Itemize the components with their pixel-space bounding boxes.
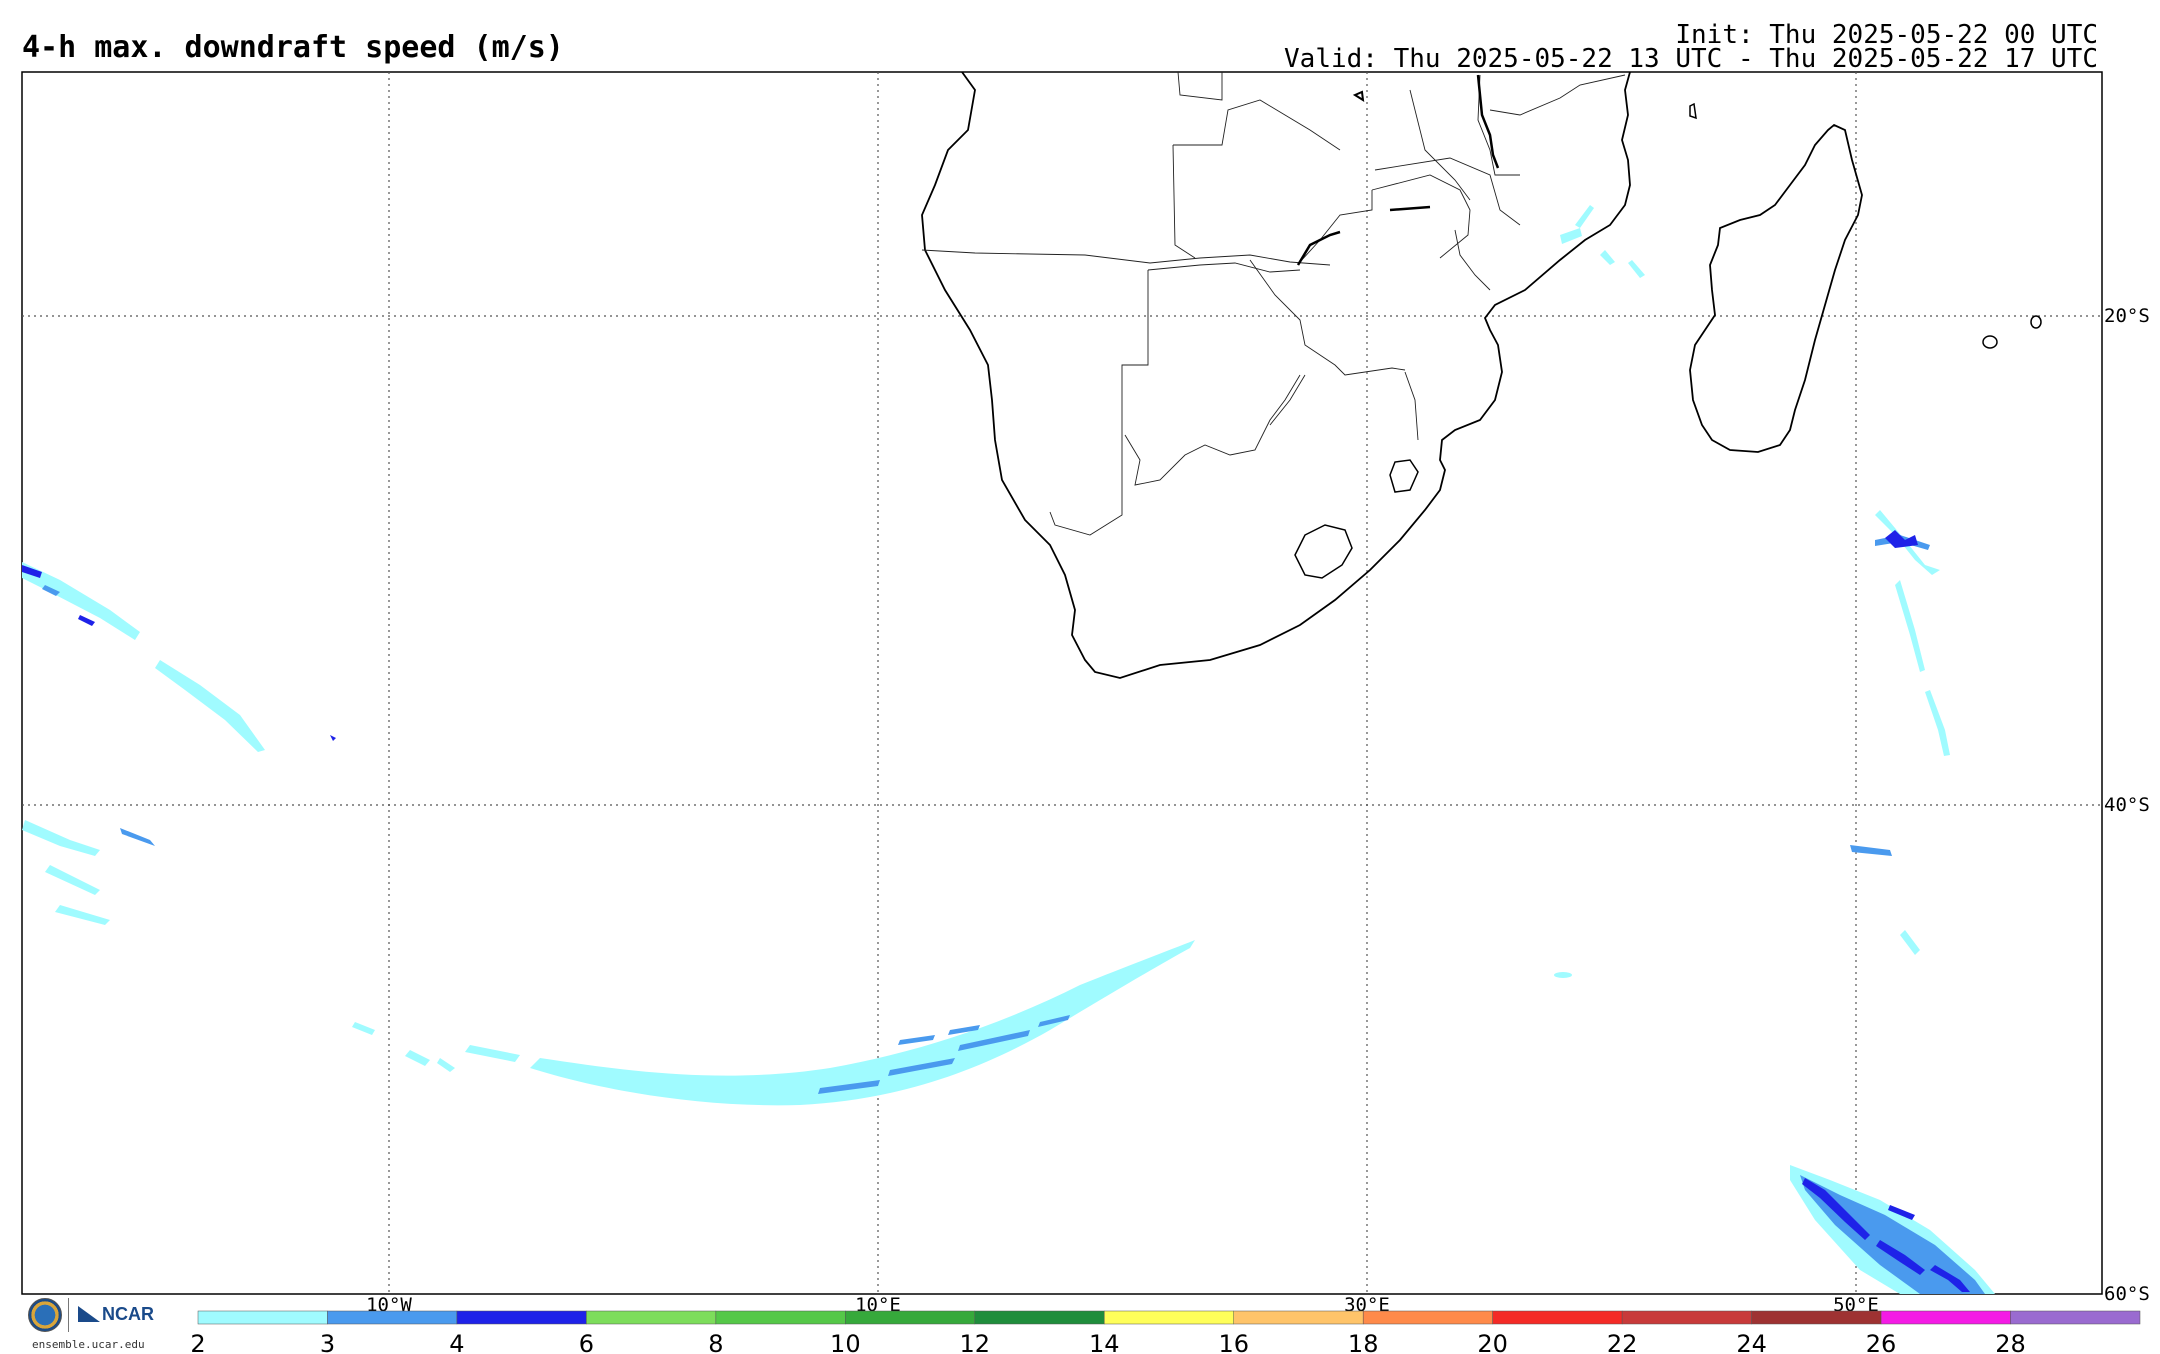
comoros-island: [1689, 102, 1697, 120]
logos: NCAR ensemble.ucar.edu: [22, 1296, 162, 1354]
ncar-logo-icon: [78, 1306, 100, 1322]
lake-cahora: [1389, 205, 1431, 212]
colorbar-tick-label: 6: [579, 1330, 594, 1354]
colorbar-tick-label: 4: [449, 1330, 464, 1354]
colorbar-swatch: [974, 1310, 1105, 1325]
lat-label-40s: 40°S: [2104, 794, 2150, 816]
colorbar-tick-label: 12: [960, 1330, 991, 1354]
colorbar-swatch: [2010, 1310, 2141, 1325]
site-url: ensemble.ucar.edu: [32, 1338, 145, 1351]
colorbar-tick-label: 18: [1348, 1330, 1379, 1354]
colorbar-tick-label: 28: [1995, 1330, 2026, 1354]
lake-malawi: [1476, 74, 1500, 169]
colorbar: 2 3 4 6 8 10 12 14 16 18 20 22 24 26 28: [190, 1310, 2141, 1354]
country-borders: [921, 71, 1626, 536]
downdraft-west-cores: [22, 565, 336, 741]
reunion-island: [1982, 335, 1998, 349]
valid-time: Valid: Thu 2025-05-22 13 UTC - Thu 2025-…: [1284, 44, 2098, 74]
lat-label-60s: 60°S: [2104, 1283, 2150, 1305]
colorbar-swatch: [456, 1310, 587, 1325]
colorbar-swatch: [1751, 1310, 1882, 1325]
colorbar-swatch: [715, 1310, 846, 1325]
graticule: [22, 72, 2102, 1294]
colorbar-tick-label: 20: [1477, 1330, 1508, 1354]
lesotho-border: [1294, 524, 1353, 579]
downdraft-mozambique: [1560, 205, 1645, 278]
lat-label-20s: 20°S: [2104, 305, 2150, 327]
lake-kariba: [1296, 230, 1341, 266]
colorbar-tick-label: 16: [1218, 1330, 1249, 1354]
colorbar-swatch: [327, 1310, 458, 1325]
downdraft-se-cell: [1790, 1165, 1995, 1294]
colorbar-tick-label: 10: [830, 1330, 861, 1354]
colorbar-tick-label: 3: [320, 1330, 335, 1354]
cyan-arc: [530, 940, 1195, 1106]
lon-label-10e: 10°E: [855, 1294, 901, 1316]
colorbar-tick-label: 22: [1607, 1330, 1638, 1354]
colorbar-swatch: [845, 1310, 976, 1325]
africa-coastline: [921, 71, 1631, 679]
colorbar-swatch: [1362, 1310, 1493, 1325]
madagascar-coastline: [1689, 123, 1863, 453]
lake-small: [1352, 90, 1365, 102]
colorbar-tick-label: 26: [1866, 1330, 1897, 1354]
colorbar-tick-label: 8: [708, 1330, 723, 1354]
lon-label-30e: 30°E: [1344, 1294, 1390, 1316]
init-time: Init: Thu 2025-05-22 00 UTC: [1675, 20, 2098, 50]
nsf-logo: [28, 1298, 62, 1332]
map-title: 4-h max. downdraft speed (m/s): [22, 30, 564, 65]
colorbar-swatch: [197, 1310, 328, 1325]
colorbar-swatch: [1621, 1310, 1752, 1325]
colorbar-swatch: [1233, 1310, 1364, 1325]
ncar-logo-text: NCAR: [102, 1304, 154, 1324]
mauritius-island: [2030, 315, 2042, 329]
lon-label-50e: 50°E: [1833, 1294, 1879, 1316]
colorbar-swatch: [586, 1310, 717, 1325]
colorbar-tick-label: 2: [190, 1330, 205, 1354]
eswatini-border: [1389, 459, 1419, 493]
downdraft-east-cores: [1850, 535, 1930, 856]
colorbar-tick-label: 14: [1089, 1330, 1120, 1354]
map-frame: [21, 71, 2103, 1295]
downdraft-west-streaks: [22, 562, 265, 925]
colorbar-swatch: [1492, 1310, 1623, 1325]
colorbar-swatch: [1880, 1310, 2011, 1325]
colorbar-tick-label: 24: [1736, 1330, 1767, 1354]
downdraft-blue-cores: [818, 1015, 1070, 1094]
colorbar-swatch: [1104, 1310, 1234, 1325]
lon-label-10w: 10°W: [366, 1294, 412, 1316]
downdraft-east-streaks: [1875, 510, 1950, 955]
downdraft-field: [352, 940, 1572, 1106]
